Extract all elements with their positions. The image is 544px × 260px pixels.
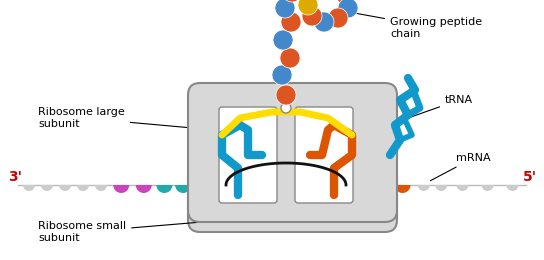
Wedge shape [95,185,107,191]
Wedge shape [233,185,249,193]
Wedge shape [369,185,386,193]
Wedge shape [59,185,71,191]
Circle shape [282,0,302,2]
Circle shape [275,0,295,18]
Text: Ribosome large
subunit: Ribosome large subunit [38,107,212,130]
Circle shape [302,6,322,26]
FancyBboxPatch shape [219,107,277,203]
Wedge shape [506,185,518,191]
Circle shape [273,30,293,50]
Circle shape [280,48,300,68]
Wedge shape [194,185,210,193]
Wedge shape [299,185,314,193]
Wedge shape [213,185,228,193]
Wedge shape [136,185,152,193]
Circle shape [298,0,318,15]
Text: tRNA: tRNA [411,95,473,117]
Wedge shape [481,185,493,191]
Wedge shape [255,185,270,193]
FancyBboxPatch shape [295,107,353,203]
Wedge shape [456,185,468,191]
Circle shape [328,8,348,28]
Wedge shape [322,185,338,193]
Wedge shape [113,185,129,193]
FancyBboxPatch shape [188,163,397,232]
Text: Growing peptide
chain: Growing peptide chain [341,10,482,39]
Wedge shape [77,185,89,191]
Text: 3': 3' [8,170,22,184]
Wedge shape [394,185,411,193]
Text: Ribosome small
subunit: Ribosome small subunit [38,215,283,243]
Circle shape [336,0,356,5]
Wedge shape [175,185,191,193]
Text: 5': 5' [523,170,537,184]
Wedge shape [23,185,35,191]
Circle shape [276,85,296,105]
Wedge shape [276,185,292,193]
Circle shape [281,12,301,32]
Wedge shape [345,185,361,193]
Wedge shape [41,185,53,191]
Wedge shape [435,185,447,191]
Text: mRNA: mRNA [430,153,491,181]
Circle shape [272,65,292,85]
Circle shape [281,103,291,113]
Circle shape [314,12,334,32]
Circle shape [338,0,358,18]
Wedge shape [156,185,172,193]
FancyBboxPatch shape [188,83,397,222]
Wedge shape [418,185,430,191]
